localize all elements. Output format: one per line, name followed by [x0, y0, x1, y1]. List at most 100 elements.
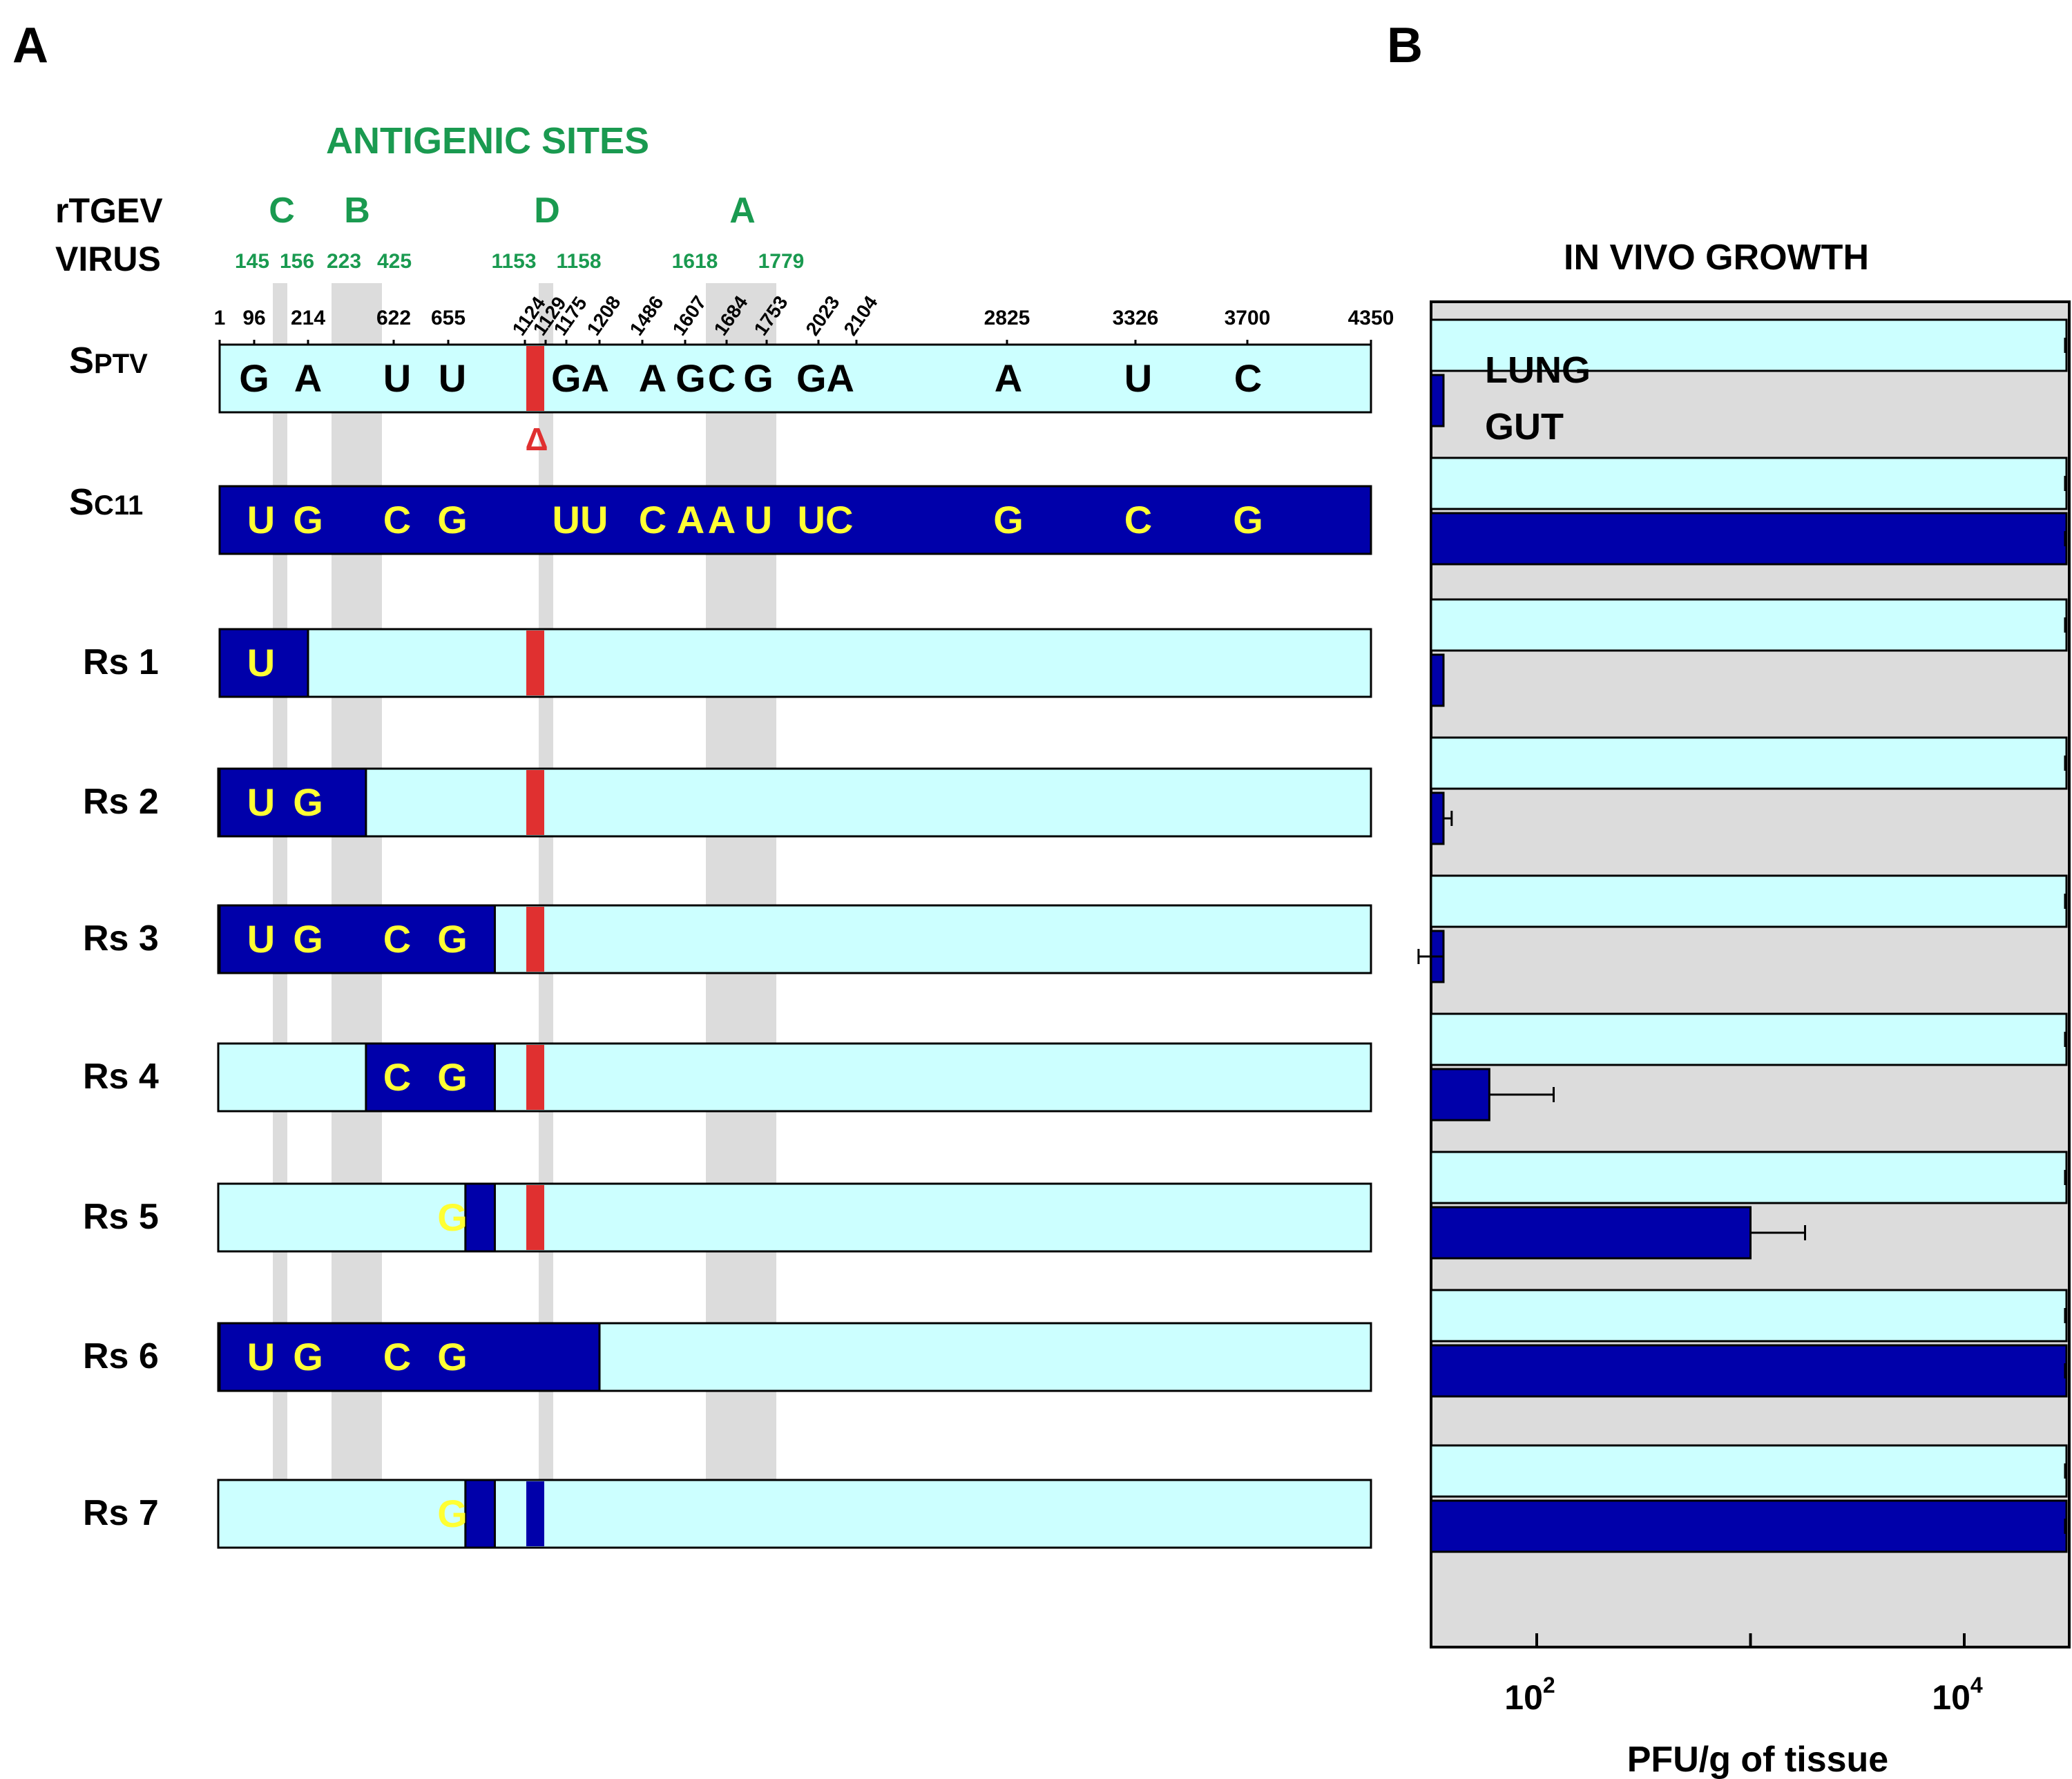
position-label: 2023: [802, 292, 844, 340]
site-shade-C: [273, 283, 287, 1485]
construct-rs-5: Rs 5 G: [83, 1182, 1372, 1253]
deletion-marker: [526, 631, 544, 695]
base-letter: G: [293, 498, 323, 541]
base-letter: U: [383, 356, 411, 400]
position-label: 3326: [1113, 307, 1159, 329]
construct-bar: [217, 1479, 1372, 1549]
sc11-segment: [464, 1182, 496, 1253]
base-letter: U: [247, 780, 275, 824]
legend-lung: LUNG: [1485, 349, 1591, 391]
base-letter: U: [247, 641, 275, 684]
x-axis-label: PFU/g of tissue: [1627, 1740, 1888, 1779]
site-number: 156: [280, 250, 314, 273]
base-letter: G: [437, 498, 468, 541]
deletion-marker: [526, 770, 544, 835]
base-letter: U: [247, 917, 275, 961]
base-letter: G: [437, 917, 468, 961]
construct-bar: [218, 485, 1372, 555]
sc11-segment: [218, 767, 367, 838]
base-letter: G: [437, 1195, 468, 1239]
lung-bar-rs-3: [1430, 874, 2068, 928]
construct-label: SPTV: [69, 340, 148, 381]
base-letter: G: [293, 1335, 323, 1378]
base-letter: U: [247, 1335, 275, 1378]
lung-bar-rs-4: [1430, 1012, 2068, 1066]
base-letter: C: [708, 356, 736, 400]
site-number: 1618: [672, 250, 718, 273]
x-tick-label: 104: [1932, 1673, 1983, 1717]
sc11-segment: [464, 1479, 496, 1549]
construct-bar: [217, 1182, 1372, 1253]
construct-sc11: SC11 U G C G UU C A A U UC G C G: [69, 481, 1372, 555]
position-label: 1486: [626, 292, 668, 340]
sc11-segment: [218, 628, 309, 698]
base-letter: A: [294, 356, 322, 400]
panel-a-label: A: [12, 18, 48, 73]
sc11-segment: [218, 904, 496, 974]
base-letter: U: [247, 498, 275, 541]
construct-label: Rs 2: [83, 782, 159, 822]
site-number: 145: [235, 250, 269, 273]
lung-bar-sc11: [1430, 456, 2068, 510]
site-letter-C: C: [269, 191, 295, 231]
gut-bar-sptv: [1430, 374, 1445, 427]
construct-rs-7: Rs 7 G: [83, 1479, 1372, 1549]
chart-title: IN VIVO GROWTH: [1564, 238, 1869, 278]
base-letter: A: [995, 356, 1022, 400]
gut-bar-rs-4: [1430, 1068, 1490, 1122]
base-letter: G: [437, 1335, 468, 1378]
base-letter: C: [383, 917, 411, 961]
construct-label: Rs 4: [83, 1057, 159, 1097]
row-header-rtgev: rTGEV: [55, 191, 163, 230]
site-number: 425: [377, 250, 412, 273]
position-label: 2104: [840, 291, 882, 339]
base-letter: G: [437, 1055, 468, 1099]
construct-label: Rs 3: [83, 919, 159, 959]
deletion-marker: [526, 907, 544, 972]
base-letter: U: [745, 498, 772, 541]
gut-bar-rs-5: [1430, 1206, 1752, 1260]
position-label: 2825: [984, 307, 1030, 329]
site-letter-B: B: [344, 191, 370, 231]
position-label: 655: [431, 307, 466, 329]
growth-bar-chart: LUNGGUT102104106: [1417, 300, 2071, 1717]
antigenic-sites-header: ANTIGENIC SITES: [326, 120, 649, 162]
construct-bar: [218, 628, 1372, 698]
base-letter: C: [383, 498, 411, 541]
base-letter: G: [293, 917, 323, 961]
antigenic-site-shading: [273, 283, 776, 1485]
sc11-segment: [365, 1042, 496, 1113]
legend-gut: GUT: [1485, 406, 1564, 448]
base-letter: G: [293, 780, 323, 824]
base-letter: GA: [796, 356, 854, 400]
sc11-segment: [218, 1322, 601, 1392]
position-label: 3700: [1225, 307, 1271, 329]
construct-bar: [217, 767, 1372, 838]
gut-bar-rs-1: [1430, 653, 1445, 707]
gut-bar-rs-6: [1430, 1344, 2068, 1398]
lung-bar-rs-6: [1430, 1289, 2068, 1343]
site-number: 1158: [556, 250, 601, 273]
construct-label: SC11: [69, 481, 143, 523]
position-label: 622: [376, 307, 411, 329]
site-shade-D: [539, 283, 553, 1485]
base-letter: G: [437, 1492, 468, 1535]
construct-label: Rs 5: [83, 1197, 159, 1237]
base-letter: U: [439, 356, 466, 400]
base-letter: C: [1234, 356, 1262, 400]
row-header-virus: VIRUS: [55, 240, 161, 278]
construct-label: Rs 7: [83, 1493, 159, 1533]
deletion-marker: [526, 1185, 544, 1250]
base-letter: G: [993, 498, 1024, 541]
site-letter-D: D: [534, 191, 560, 231]
deletion-marker: [526, 346, 544, 411]
lung-bar-rs-5: [1430, 1151, 2068, 1204]
base-letter: G: [675, 356, 706, 400]
site-letter-A: A: [729, 191, 756, 231]
base-letter: C: [383, 1055, 411, 1099]
